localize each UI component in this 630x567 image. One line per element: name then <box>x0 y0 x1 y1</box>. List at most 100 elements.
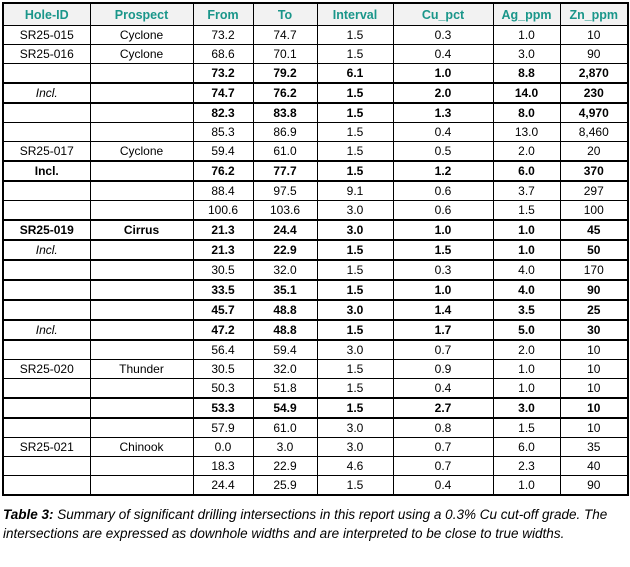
cell-to: 25.9 <box>252 475 318 496</box>
cell-to: 77.7 <box>252 160 318 182</box>
cell-from: 21.3 <box>192 239 254 261</box>
cell-ag-ppm: 13.0 <box>492 122 561 142</box>
table-row: 33.5 35.1 1.5 1.0 4.0 90 <box>2 279 629 301</box>
cell-to: 74.7 <box>252 25 318 45</box>
cell-ag-ppm: 2.0 <box>492 339 561 360</box>
table-row: 53.3 54.9 1.5 2.7 3.0 10 <box>2 397 629 419</box>
table-row: SR25-020 Thunder 30.5 32.0 1.5 0.9 1.0 10 <box>2 359 629 379</box>
cell-interval: 1.5 <box>316 259 394 281</box>
cell-cu-pct: 0.6 <box>392 180 494 201</box>
table-row: SR25-017 Cyclone 59.4 61.0 1.5 0.5 2.0 20 <box>2 141 629 162</box>
cell-from: 73.2 <box>192 25 254 45</box>
cell-zn-ppm: 10 <box>559 417 629 438</box>
table-row: Incl. 76.2 77.7 1.5 1.2 6.0 370 <box>2 160 629 182</box>
cell-prospect <box>89 339 194 360</box>
col-header-zn-ppm: Zn_ppm <box>559 2 629 26</box>
report-page: Hole-ID Prospect From To Interval Cu_pct Ag_pp… <box>2 2 629 542</box>
cell-from: 45.7 <box>192 299 254 321</box>
cell-zn-ppm: 10 <box>559 378 629 399</box>
cell-zn-ppm: 90 <box>559 44 629 64</box>
cell-to: 83.8 <box>252 102 318 123</box>
cell-prospect <box>89 82 194 104</box>
cell-from: 50.3 <box>192 378 254 399</box>
cell-from: 59.4 <box>192 141 254 162</box>
cell-prospect <box>89 279 194 301</box>
cell-hole-id <box>2 299 91 321</box>
cell-prospect <box>89 319 194 341</box>
cell-cu-pct: 1.0 <box>392 219 494 241</box>
table-row: Incl. 21.3 22.9 1.5 1.5 1.0 50 <box>2 239 629 261</box>
cell-from: 0.0 <box>192 437 254 457</box>
col-header-to: To <box>252 2 318 26</box>
cell-ag-ppm: 4.0 <box>492 279 561 301</box>
cell-ag-ppm: 3.5 <box>492 299 561 321</box>
cell-to: 22.9 <box>252 239 318 261</box>
cell-prospect <box>89 122 194 142</box>
cell-hole-id: SR25-021 <box>2 437 91 457</box>
cell-prospect: Chinook <box>89 437 194 457</box>
cell-prospect: Cyclone <box>89 25 194 45</box>
cell-zn-ppm: 8,460 <box>559 122 629 142</box>
cell-cu-pct: 0.3 <box>392 25 494 45</box>
cell-zn-ppm: 10 <box>559 397 629 419</box>
cell-hole-id <box>2 122 91 142</box>
cell-prospect <box>89 63 194 84</box>
cell-interval: 3.0 <box>316 299 394 321</box>
cell-ag-ppm: 3.0 <box>492 397 561 419</box>
table-caption-label: Table 3: <box>3 507 54 522</box>
cell-hole-id <box>2 397 91 419</box>
cell-cu-pct: 1.0 <box>392 63 494 84</box>
cell-cu-pct: 0.9 <box>392 359 494 379</box>
cell-interval: 1.5 <box>316 378 394 399</box>
cell-zn-ppm: 30 <box>559 319 629 341</box>
cell-zn-ppm: 35 <box>559 437 629 457</box>
cell-zn-ppm: 10 <box>559 25 629 45</box>
cell-zn-ppm: 370 <box>559 160 629 182</box>
cell-ag-ppm: 1.0 <box>492 219 561 241</box>
cell-interval: 1.5 <box>316 122 394 142</box>
cell-interval: 1.5 <box>316 25 394 45</box>
cell-interval: 3.0 <box>316 417 394 438</box>
table-row: 45.7 48.8 3.0 1.4 3.5 25 <box>2 299 629 321</box>
cell-hole-id <box>2 279 91 301</box>
cell-from: 47.2 <box>192 319 254 341</box>
table-row: 18.3 22.9 4.6 0.7 2.3 40 <box>2 456 629 476</box>
table-row: 57.9 61.0 3.0 0.8 1.5 10 <box>2 417 629 438</box>
cell-hole-id <box>2 456 91 476</box>
cell-prospect <box>89 456 194 476</box>
cell-interval: 4.6 <box>316 456 394 476</box>
cell-ag-ppm: 2.3 <box>492 456 561 476</box>
cell-zn-ppm: 170 <box>559 259 629 281</box>
cell-hole-id <box>2 339 91 360</box>
cell-cu-pct: 1.5 <box>392 239 494 261</box>
cell-hole-id <box>2 200 91 221</box>
cell-ag-ppm: 1.5 <box>492 200 561 221</box>
cell-interval: 1.5 <box>316 239 394 261</box>
cell-ag-ppm: 6.0 <box>492 160 561 182</box>
drilling-intersections-table: Hole-ID Prospect From To Interval Cu_pct Ag_pp… <box>2 2 629 496</box>
cell-to: 70.1 <box>252 44 318 64</box>
cell-hole-id: SR25-015 <box>2 25 91 45</box>
cell-prospect: Cirrus <box>89 219 194 241</box>
col-header-interval: Interval <box>316 2 394 26</box>
cell-interval: 3.0 <box>316 219 394 241</box>
table-row: 30.5 32.0 1.5 0.3 4.0 170 <box>2 259 629 281</box>
cell-to: 32.0 <box>252 359 318 379</box>
cell-from: 21.3 <box>192 219 254 241</box>
cell-zn-ppm: 4,970 <box>559 102 629 123</box>
cell-zn-ppm: 20 <box>559 141 629 162</box>
cell-ag-ppm: 8.0 <box>492 102 561 123</box>
table-caption-text: Summary of significant drilling intersec… <box>3 507 608 542</box>
cell-from: 82.3 <box>192 102 254 123</box>
cell-interval: 3.0 <box>316 339 394 360</box>
cell-ag-ppm: 3.0 <box>492 44 561 64</box>
table-row: SR25-021 Chinook 0.0 3.0 3.0 0.7 6.0 35 <box>2 437 629 457</box>
cell-prospect <box>89 239 194 261</box>
cell-zn-ppm: 2,870 <box>559 63 629 84</box>
cell-hole-id: Incl. <box>2 160 91 182</box>
cell-zn-ppm: 40 <box>559 456 629 476</box>
cell-hole-id <box>2 63 91 84</box>
table-header-row: Hole-ID Prospect From To Interval Cu_pct Ag_pp… <box>2 2 629 26</box>
cell-zn-ppm: 50 <box>559 239 629 261</box>
table-row: 56.4 59.4 3.0 0.7 2.0 10 <box>2 339 629 360</box>
